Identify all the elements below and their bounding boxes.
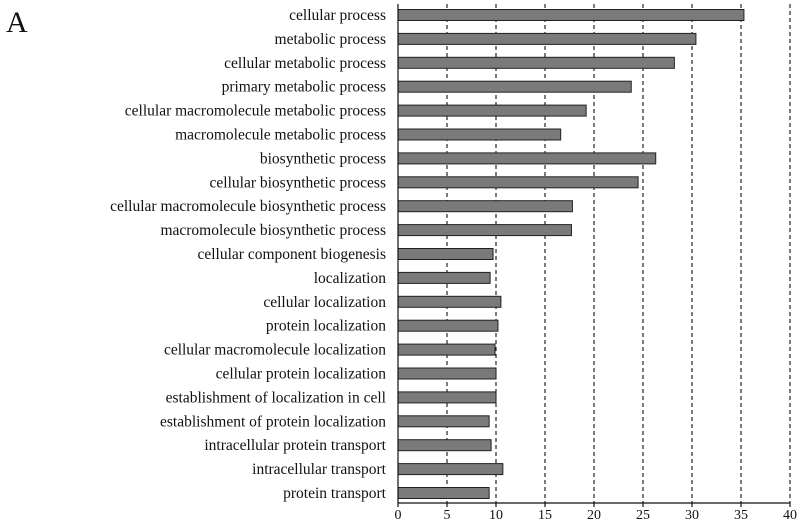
bar — [397, 439, 492, 452]
category-label: establishment of localization in cell — [166, 389, 386, 406]
x-tick-label: 30 — [685, 508, 699, 523]
category-label: cellular metabolic process — [224, 55, 386, 72]
x-tick-label: 10 — [489, 508, 503, 523]
bar — [397, 367, 497, 380]
category-label: protein localization — [266, 318, 386, 335]
bar — [397, 152, 657, 165]
category-label: establishment of protein localization — [160, 413, 386, 430]
x-tick-label: 20 — [587, 508, 601, 523]
bar — [397, 415, 490, 428]
category-label: cellular macromolecule biosynthetic proc… — [110, 198, 386, 215]
x-tick-label: 5 — [444, 508, 451, 523]
bar — [397, 128, 562, 141]
bar — [397, 487, 490, 499]
category-label: localization — [314, 270, 387, 287]
bar — [397, 248, 494, 260]
category-labels: cellular process metabolic process cellula… — [110, 7, 387, 502]
x-tick-label: 25 — [636, 508, 650, 523]
category-label: cellular biosynthetic process — [210, 174, 386, 191]
category-label: cellular component biogenesis — [197, 246, 386, 263]
bar — [397, 104, 587, 117]
category-label: macromolecule metabolic process — [175, 127, 386, 144]
bar — [397, 391, 497, 404]
category-label: intracellular transport — [252, 461, 387, 478]
bar — [397, 224, 572, 237]
x-axis: 0 5 10 15 20 25 30 35 40 — [395, 4, 797, 523]
category-label: macromolecule biosynthetic process — [160, 222, 386, 239]
category-label: cellular macromolecule metabolic process — [125, 103, 386, 120]
bar — [397, 463, 504, 476]
category-label: cellular localization — [263, 294, 386, 311]
x-tick-label: 0 — [395, 508, 402, 523]
x-tick-label: 40 — [783, 508, 797, 523]
bar — [397, 80, 632, 93]
category-label: cellular protein localization — [216, 366, 387, 383]
bar — [397, 343, 496, 356]
bar — [397, 56, 675, 69]
category-label: metabolic process — [275, 31, 386, 48]
bar — [397, 32, 697, 45]
category-label: cellular macromolecule localization — [164, 342, 386, 359]
category-label: protein transport — [283, 485, 387, 502]
bar-layer — [397, 9, 745, 499]
bar — [397, 271, 491, 284]
category-label: intracellular protein transport — [204, 437, 386, 454]
category-label: primary metabolic process — [222, 79, 386, 96]
category-label: biosynthetic process — [260, 150, 386, 167]
bar — [397, 295, 502, 308]
bar — [397, 9, 745, 21]
grid-layer — [446, 4, 791, 503]
category-label: cellular process — [289, 7, 386, 24]
bar — [397, 176, 639, 189]
x-tick-label: 35 — [734, 508, 748, 523]
bar — [397, 200, 573, 213]
bar — [397, 319, 499, 332]
x-tick-label: 15 — [538, 508, 552, 523]
panel-label: A — [6, 6, 28, 39]
